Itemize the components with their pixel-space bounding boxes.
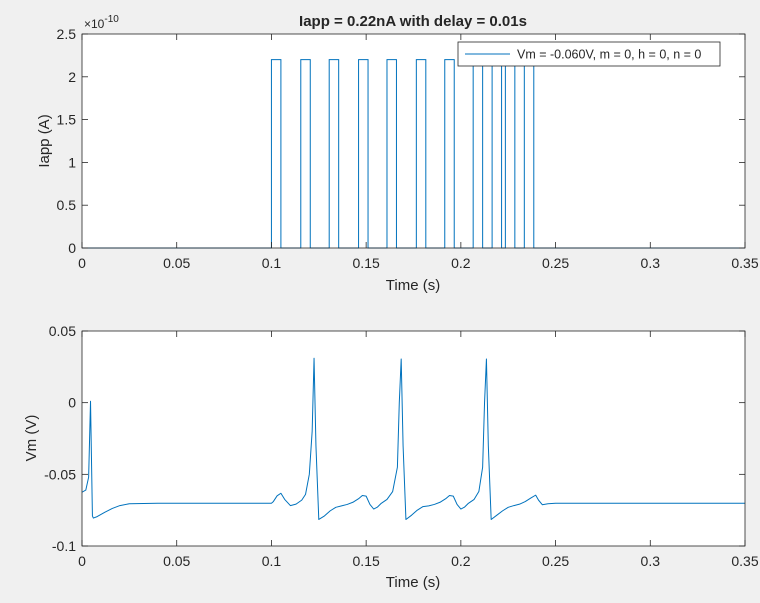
vm-x-tick-label: 0.35	[731, 553, 758, 569]
vm-axes-box	[81, 330, 746, 547]
vm-x-tick-label: 0.15	[353, 553, 380, 569]
iapp-y-exponent-power: -10	[104, 14, 119, 25]
vm-plot-area	[82, 331, 745, 546]
vm-x-tick-label: 0.1	[262, 553, 282, 569]
vm-y-tick-label: 0	[68, 395, 76, 411]
iapp-axes[interactable]: 0 0.05 0.1 0.15 0.2 0.25 0.3 0.35 00.511.522.5 …	[36, 13, 759, 294]
vm-series-line	[81, 357, 745, 520]
iapp-y-exponent-base: ×10	[84, 17, 105, 31]
iapp-y-axis-label: Iapp (A)	[36, 114, 53, 167]
iapp-x-tick-label: 0.05	[163, 255, 190, 271]
vm-x-tick-label: 0.05	[163, 553, 190, 569]
iapp-y-ticks: 0 0.5 1 1.5 2 2.5	[57, 26, 745, 256]
vm-y-tick-label: -0.05	[44, 466, 76, 482]
iapp-x-tick-label: 0.15	[353, 255, 380, 271]
vm-y-tick-label: 0.05	[49, 323, 76, 339]
iapp-x-tick-label: 0.35	[731, 255, 758, 271]
iapp-series-line	[82, 59, 745, 249]
vm-y-tick-label: -0.1	[52, 538, 76, 554]
iapp-y-exponent: ×10-10	[84, 14, 119, 31]
legend[interactable]: Vm = -0.060V, m = 0, h = 0, n = 0	[457, 41, 721, 67]
vm-y-axis-label: Vm (V)	[23, 415, 40, 462]
vm-x-axis-label: Time (s)	[386, 574, 440, 591]
iapp-axes-box	[81, 33, 746, 249]
iapp-y-tick-label: 1.5	[57, 112, 77, 128]
vm-x-tick-label: 0.3	[641, 553, 661, 569]
iapp-x-tick-label: 0.3	[641, 255, 661, 271]
iapp-y-tick-label: 1	[68, 154, 76, 170]
vm-x-tick-label: 0.2	[451, 553, 471, 569]
iapp-plot-area	[82, 34, 745, 248]
vm-x-ticks: 0 0.05 0.1 0.15 0.2 0.25 0.3 0.35	[78, 331, 759, 569]
iapp-x-tick-label: 0.25	[542, 255, 569, 271]
vm-y-ticks: -0.1 -0.05 0 0.05	[44, 323, 745, 554]
iapp-y-tick-label: 0.5	[57, 197, 77, 213]
iapp-x-ticks: 0 0.05 0.1 0.15 0.2 0.25 0.3 0.35	[78, 34, 759, 271]
vm-x-tick-label: 0.25	[542, 553, 569, 569]
iapp-chart-title: Iapp = 0.22nA with delay = 0.01s	[299, 13, 527, 30]
iapp-y-tick-label: 0	[68, 240, 76, 256]
iapp-y-tick-label: 2	[68, 69, 76, 85]
iapp-x-tick-label: 0	[78, 255, 86, 271]
vm-x-tick-label: 0	[78, 553, 86, 569]
iapp-x-tick-label: 0.2	[451, 255, 471, 271]
legend-entry: Vm = -0.060V, m = 0, h = 0, n = 0	[517, 48, 701, 62]
iapp-y-tick-label: 2.5	[57, 26, 77, 42]
iapp-series-layer	[82, 59, 745, 249]
vm-axes[interactable]: 0 0.05 0.1 0.15 0.2 0.25 0.3 0.35 -0.1 -0.05 0 0.0…	[23, 323, 759, 591]
iapp-x-tick-label: 0.1	[262, 255, 282, 271]
vm-series-layer	[81, 357, 745, 520]
iapp-x-axis-label: Time (s)	[386, 277, 440, 294]
